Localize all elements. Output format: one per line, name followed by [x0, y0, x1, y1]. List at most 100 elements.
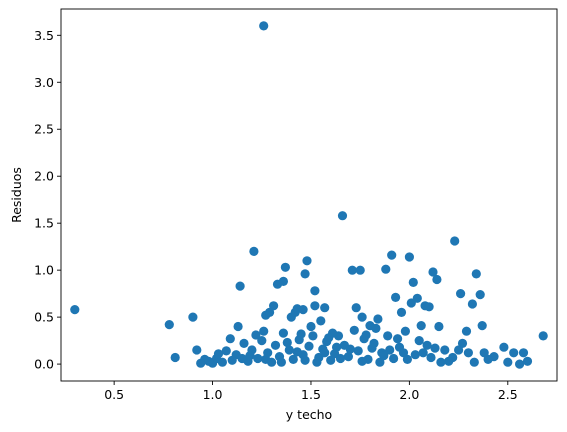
- scatter-point-95: [278, 328, 288, 338]
- scatter-point-117: [261, 354, 271, 364]
- scatter-point-136: [469, 357, 479, 367]
- x-tick-label: 2.0: [399, 387, 419, 402]
- y-tick-label: 0.5: [34, 310, 54, 325]
- scatter-point-122: [320, 348, 330, 358]
- scatter-point-138: [213, 349, 224, 359]
- scatter-point-126: [357, 356, 367, 366]
- scatter-point-26: [347, 265, 357, 275]
- scatter-point-36: [404, 252, 414, 262]
- scatter-point-14: [280, 262, 290, 272]
- scatter-point-73: [383, 331, 393, 341]
- scatter-point-127: [367, 343, 377, 353]
- scatter-point-21: [310, 286, 320, 296]
- scatter-point-137: [479, 348, 489, 358]
- scatter-point-2: [170, 352, 180, 363]
- scatter-point-40: [416, 321, 426, 331]
- scatter-point-68: [414, 336, 424, 346]
- scatter-point-57: [538, 331, 548, 341]
- scatter-point-52: [477, 321, 487, 331]
- scatter-point-53: [499, 342, 509, 352]
- scatter-point-44: [432, 274, 442, 285]
- scatter-point-45: [434, 321, 444, 332]
- scatter-point-22: [310, 301, 320, 311]
- scatter-point-79: [353, 346, 363, 356]
- scatter-point-118: [276, 357, 286, 367]
- scatter-point-1: [164, 320, 174, 330]
- scatter-point-18: [298, 305, 308, 315]
- scatter-point-142: [332, 342, 342, 352]
- scatter-point-97: [270, 340, 281, 350]
- scatter-point-19: [300, 269, 310, 279]
- scatter-point-75: [371, 323, 381, 333]
- scatter-point-25: [337, 211, 348, 221]
- scatter-point-132: [418, 348, 428, 358]
- scatter-point-3: [188, 312, 198, 322]
- x-axis: 0.5 1.0 1.5 2.0 2.5: [104, 381, 518, 402]
- scatter-point-8: [259, 21, 269, 31]
- scatter-point-47: [456, 289, 466, 299]
- y-tick-label: 3.5: [34, 28, 54, 43]
- scatter-point-90: [304, 341, 314, 351]
- x-axis-label: y techo: [286, 407, 332, 422]
- scatter-point-133: [426, 352, 436, 363]
- scatter-point-101: [253, 353, 263, 364]
- scatter-point-85: [326, 355, 336, 365]
- scatter-point-56: [522, 356, 533, 366]
- y-axis: 0.0 0.5 1.0 1.5 2.0 2.5 3.0 3.5: [34, 28, 61, 372]
- scatter-point-135: [454, 345, 464, 355]
- scatter-point-50: [471, 269, 481, 279]
- y-tick-label: 2.5: [34, 122, 54, 137]
- y-tick-label: 1.0: [34, 263, 54, 278]
- scatter-point-149: [324, 333, 334, 343]
- scatter-point-94: [284, 345, 294, 355]
- scatter-point-145: [398, 348, 409, 358]
- scatter-point-100: [257, 336, 267, 346]
- scatter-point-4: [192, 345, 202, 355]
- scatter-point-81: [343, 352, 353, 362]
- scatter-point-55: [518, 348, 529, 358]
- scatter-point-143: [361, 330, 371, 340]
- scatter-point-54: [509, 348, 519, 358]
- scatter-point-28: [355, 265, 365, 275]
- scatter-point-29: [357, 312, 367, 322]
- scatter-point-119: [292, 347, 302, 357]
- scatter-point-20: [302, 256, 312, 266]
- scatter-point-31: [373, 314, 383, 324]
- scatter-point-5: [235, 281, 245, 291]
- scatter-point-114: [225, 334, 235, 344]
- x-tick-label: 2.5: [498, 387, 518, 402]
- scatter-point-146: [430, 343, 440, 353]
- scatter-point-33: [387, 250, 397, 260]
- scatter-point-139: [245, 351, 255, 361]
- scatter-point-72: [389, 353, 399, 364]
- scatter-point-141: [300, 355, 310, 365]
- scatter-point-147: [259, 326, 269, 336]
- scatter-point-6: [233, 321, 243, 332]
- scatter-point-11: [269, 301, 279, 311]
- scatter-point-42: [424, 302, 434, 312]
- scatter-point-51: [475, 290, 485, 300]
- scatter-point-49: [467, 299, 477, 309]
- scatter-point-113: [196, 358, 206, 368]
- y-tick-label: 3.0: [34, 75, 54, 90]
- scatter-point-144: [379, 351, 389, 361]
- scatter-point-69: [410, 350, 420, 360]
- scatter-point-67: [422, 340, 432, 350]
- scatter-point-10: [265, 307, 275, 317]
- scatter-point-148: [296, 329, 306, 339]
- y-tick-label: 0.0: [34, 357, 54, 372]
- x-tick-label: 0.5: [104, 387, 124, 402]
- scatter-point-59: [515, 359, 525, 369]
- scatter-point-38: [408, 277, 418, 287]
- scatter-point-140: [282, 337, 292, 348]
- scatter-point-104: [239, 338, 249, 348]
- scatter-point-120: [306, 321, 316, 332]
- scatter-point-121: [312, 357, 322, 367]
- scatter-point-34: [391, 292, 401, 302]
- scatter-point-134: [436, 357, 446, 367]
- scatter-point-93: [288, 354, 298, 364]
- scatter-point-116: [251, 330, 261, 340]
- scatter-point-13: [278, 276, 288, 286]
- scatter-point-46: [450, 236, 460, 246]
